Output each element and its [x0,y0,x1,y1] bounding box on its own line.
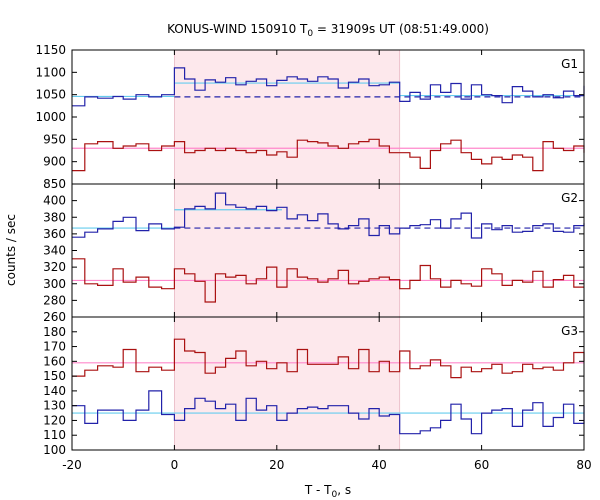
y-tick-label: 850 [43,177,66,191]
y-tick-label: 130 [43,399,66,413]
series-line-red [72,258,584,303]
y-tick-label: 360 [43,227,66,241]
x-tick-label: 40 [372,458,387,472]
series-line-blue [72,390,585,435]
y-tick-label: 380 [43,210,66,224]
source-interval-shading [174,50,400,184]
y-tick-label: 280 [43,293,66,307]
y-tick-label: 260 [43,310,66,324]
panel-label: G2 [561,191,578,205]
x-tick-label: 80 [576,458,591,472]
panel-label: G1 [561,57,578,71]
y-tick-label: 1000 [35,110,66,124]
y-tick-label: 140 [43,384,66,398]
x-tick-label: 60 [474,458,489,472]
series-line-blue [72,67,585,107]
x-axis-label: T - T0, s [304,483,351,500]
panel-label: G3 [561,324,578,338]
y-tick-label: 170 [43,340,66,354]
panels: 850 900 950 1000 1050 1100 1150 G1 260 280 300 320 3… [35,43,585,457]
panel-g1: 850 900 950 1000 1050 1100 1150 G1 [35,43,585,191]
x-axis-ticks: -20 0 20 40 60 80 [62,458,591,472]
source-interval-shading [174,317,400,450]
y-tick-label: 1100 [35,65,66,79]
panel-frame [71,316,585,451]
y-tick-label: 110 [43,428,66,442]
x-tick-label: -20 [62,458,82,472]
y-tick-label: 1050 [35,88,66,102]
y-tick-label: 950 [43,132,66,146]
series-line-blue [72,192,585,239]
y-tick-label: 150 [43,369,66,383]
y-tick-label: 320 [43,260,66,274]
y-tick-label: 1150 [35,43,66,57]
y-tick-label: 120 [43,413,66,427]
series-line-red [72,338,585,379]
y-tick-label: 300 [43,277,66,291]
y-tick-label: 180 [43,325,66,339]
x-tick-label: 0 [171,458,179,472]
y-tick-label: 340 [43,244,66,258]
y-axis-label: counts / sec [4,214,18,286]
chart-title: KONUS-WIND 150910 T0 = 31909s UT (08:51:… [167,22,489,39]
x-tick-label: 20 [269,458,284,472]
y-tick-label: 900 [43,155,66,169]
y-tick-label: 400 [43,194,66,208]
y-tick-label: 100 [43,443,66,457]
series-line-red [72,138,585,172]
source-interval-shading [174,184,400,317]
y-tick-label: 160 [43,354,66,368]
